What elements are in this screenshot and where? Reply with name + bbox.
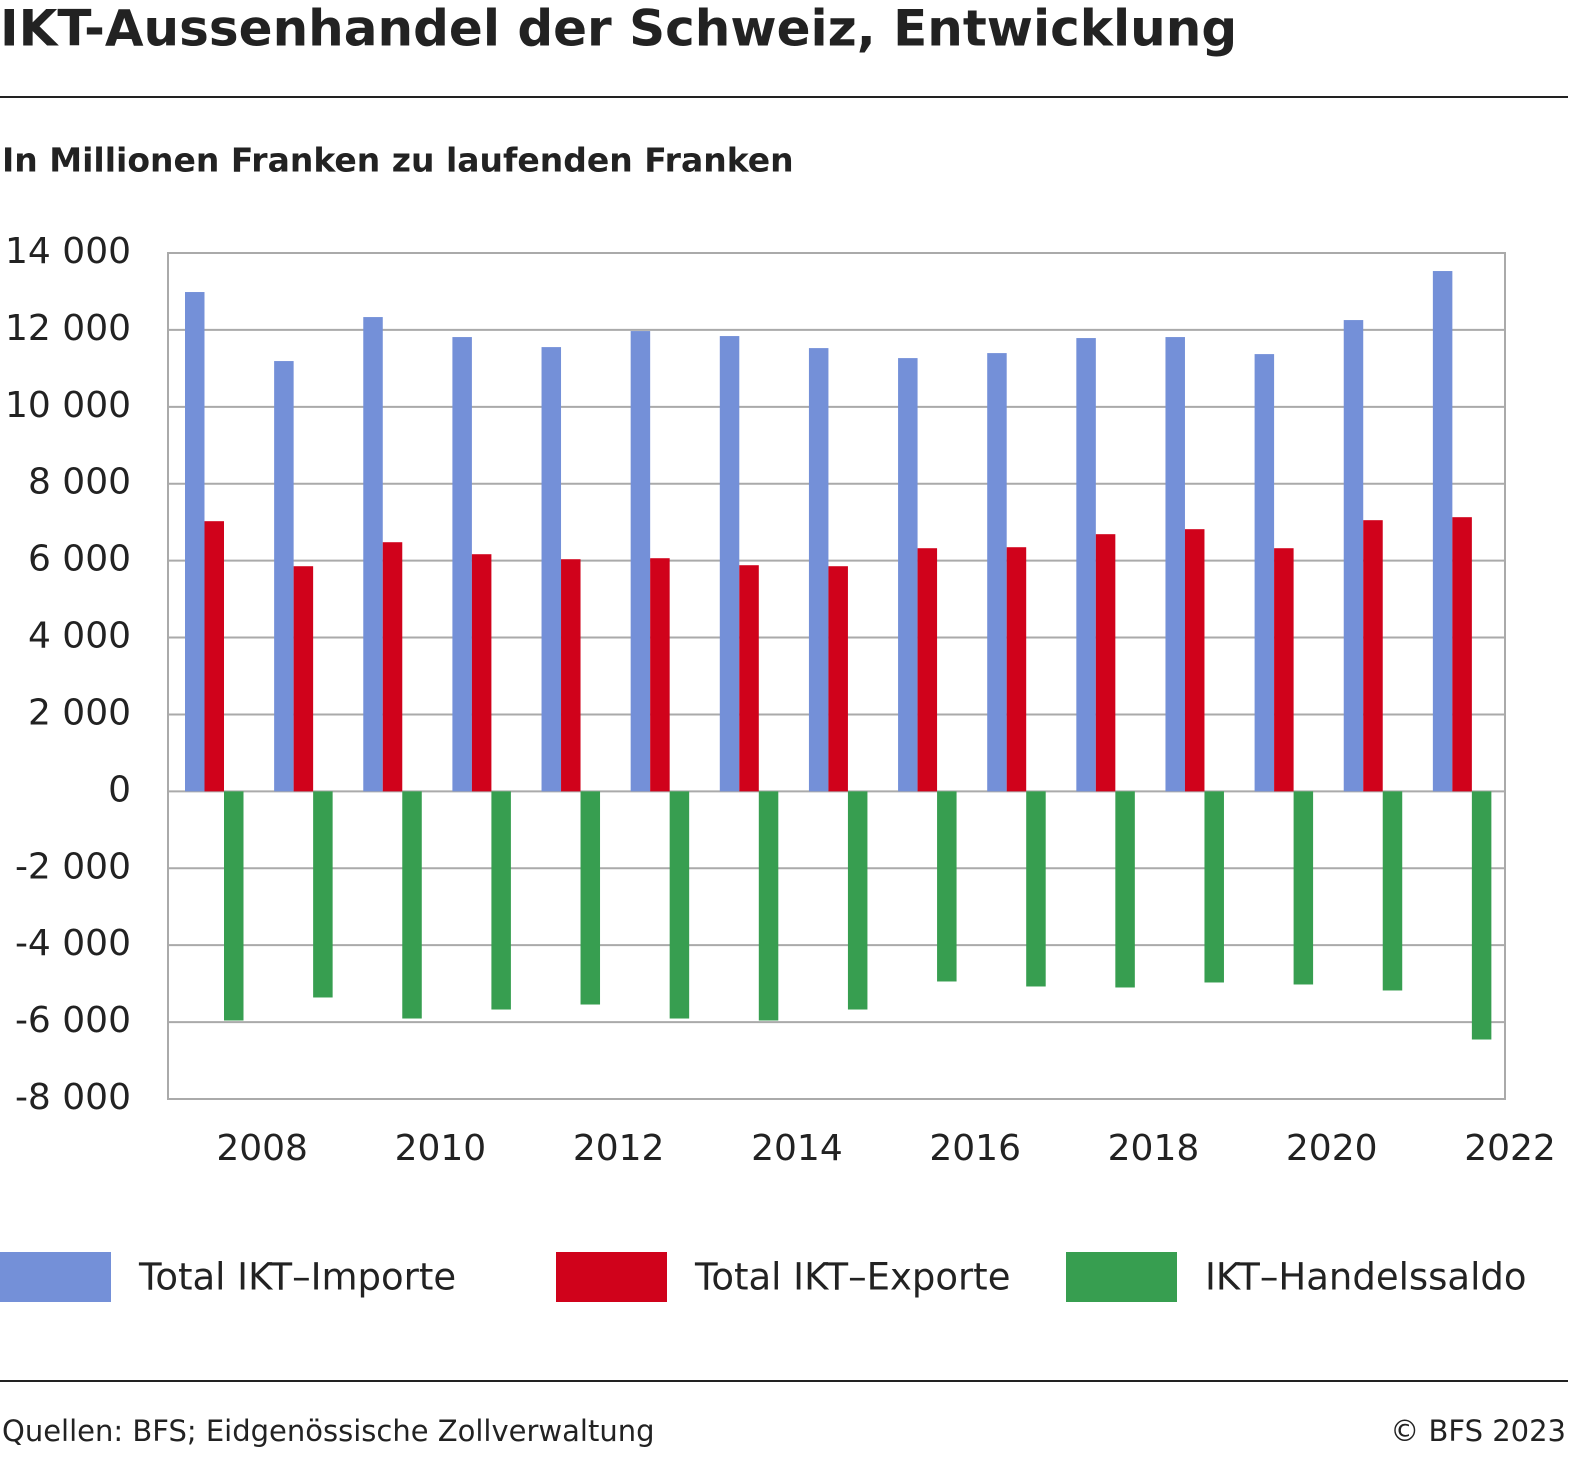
- bar: [1204, 791, 1224, 983]
- legend-label: Total IKT–Importe: [138, 1256, 456, 1299]
- bar: [917, 548, 938, 792]
- bar: [1115, 791, 1135, 988]
- bar: [402, 791, 422, 1019]
- bar: [274, 361, 294, 792]
- bar: [363, 317, 383, 792]
- y-tick-label: -2 000: [15, 846, 131, 887]
- x-tick-label: 2022: [1464, 1128, 1556, 1169]
- y-tick-label: 10 000: [5, 385, 131, 426]
- bar: [1471, 791, 1492, 1040]
- bar: [1382, 791, 1403, 991]
- bar: [1184, 529, 1205, 792]
- x-tick-label: 2012: [573, 1128, 665, 1169]
- x-tick-label: 2018: [1108, 1128, 1200, 1169]
- x-tick-label: 2010: [395, 1128, 487, 1169]
- y-tick-label: 14 000: [5, 231, 131, 272]
- y-tick-label: 8 000: [28, 462, 131, 503]
- bar: [561, 559, 581, 792]
- bar: [898, 358, 918, 792]
- legend-swatch: [1066, 1252, 1177, 1302]
- y-tick-label: -8 000: [15, 1077, 131, 1118]
- chart-subtitle: In Millionen Franken zu laufenden Franke…: [2, 141, 794, 180]
- copyright: © BFS 2023: [1390, 1414, 1566, 1448]
- bar: [1095, 534, 1116, 792]
- y-tick-label: -4 000: [15, 923, 131, 964]
- bar: [580, 791, 601, 1005]
- bar: [847, 791, 868, 1010]
- x-tick-label: 2016: [929, 1128, 1021, 1169]
- bar: [1076, 338, 1096, 792]
- bar: [313, 791, 333, 998]
- bar: [1026, 791, 1046, 987]
- legend-swatch: [0, 1252, 111, 1302]
- x-tick-label: 2020: [1286, 1128, 1378, 1169]
- y-tick-label: 6 000: [28, 539, 131, 580]
- bar: [471, 554, 492, 792]
- bar: [491, 791, 511, 1010]
- bar: [808, 348, 829, 792]
- x-tick-label: 2008: [216, 1128, 308, 1169]
- legend-swatch: [556, 1252, 667, 1302]
- bar: [293, 566, 314, 792]
- bar: [1343, 320, 1364, 792]
- bar: [1254, 354, 1275, 792]
- source: Quellen: BFS; Eidgenössische Zollverwalt…: [2, 1414, 655, 1448]
- bar: [669, 791, 690, 1019]
- plot-frame: [167, 252, 1506, 1100]
- y-tick-label: -6 000: [15, 1000, 131, 1041]
- bar: [630, 331, 651, 792]
- y-tick-label: 0: [108, 769, 131, 810]
- bar: [739, 565, 759, 792]
- bar: [1452, 517, 1472, 792]
- bar: [224, 791, 244, 1021]
- bar: [1006, 547, 1027, 792]
- chart-title: IKT-Aussenhandel der Schweiz, Entwicklun…: [0, 0, 1237, 58]
- bar: [1293, 791, 1314, 985]
- bar: [828, 566, 848, 792]
- bar: [987, 353, 1007, 792]
- bar: [382, 542, 403, 792]
- bar: [541, 347, 562, 792]
- bar: [1432, 271, 1453, 792]
- legend-label: Total IKT–Exporte: [694, 1256, 1010, 1299]
- legend-label: IKT–Handelssaldo: [1205, 1256, 1527, 1299]
- bar: [650, 558, 670, 792]
- bar: [937, 791, 957, 982]
- bar: [1363, 520, 1383, 792]
- bar: [1165, 337, 1185, 792]
- x-tick-label: 2014: [751, 1128, 843, 1169]
- bar: [452, 337, 472, 792]
- bar: [204, 521, 224, 792]
- y-tick-label: 12 000: [5, 308, 131, 349]
- bar: [185, 292, 205, 792]
- y-tick-label: 2 000: [28, 692, 131, 733]
- bar: [758, 791, 779, 1021]
- bar: [719, 336, 740, 792]
- y-tick-label: 4 000: [28, 616, 131, 657]
- bar: [1274, 548, 1294, 792]
